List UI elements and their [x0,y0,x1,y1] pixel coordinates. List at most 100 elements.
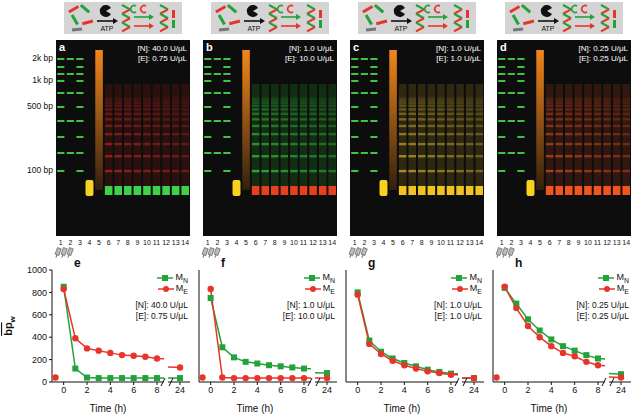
svg-text:4: 4 [108,385,113,395]
svg-text:14: 14 [622,239,630,246]
svg-text:7: 7 [116,239,120,246]
svg-text:1: 1 [206,239,210,246]
svg-text:5: 5 [391,239,395,246]
svg-text:Time (h): Time (h) [531,403,568,414]
svg-text:ATP: ATP [541,25,554,32]
svg-text:2: 2 [378,385,383,395]
svg-text:2: 2 [231,385,236,395]
svg-text:5: 5 [97,239,101,246]
svg-text:6: 6 [107,239,111,246]
svg-text:0: 0 [42,377,47,387]
svg-text:6: 6 [131,385,136,395]
svg-text:Time (h): Time (h) [237,403,274,414]
svg-text:10: 10 [143,239,151,246]
svg-text:100 bp: 100 bp [27,165,53,175]
svg-text:1: 1 [59,239,63,246]
svg-text:8: 8 [420,239,424,246]
svg-text:0: 0 [208,385,213,395]
svg-text:11: 11 [447,239,454,246]
svg-text:1000: 1000 [27,265,47,275]
svg-text:9: 9 [282,239,286,246]
svg-text:12: 12 [309,239,317,246]
svg-text:b: b [206,41,213,53]
svg-text:0: 0 [355,385,360,395]
svg-text:13: 13 [613,239,621,246]
svg-text:[E]: 0.75 U/μL: [E]: 0.75 U/μL [138,54,188,63]
svg-text:200: 200 [32,355,47,365]
svg-text:24: 24 [616,385,626,395]
svg-text:d: d [500,41,507,53]
svg-text:2: 2 [84,385,89,395]
svg-text:10: 10 [290,239,298,246]
svg-text:2: 2 [525,385,530,395]
svg-text:14: 14 [181,239,189,246]
svg-text:3: 3 [372,239,376,246]
svg-text:4: 4 [549,385,554,395]
svg-text:500 bp: 500 bp [27,101,53,111]
svg-text:11: 11 [300,239,307,246]
svg-text:2k bp: 2k bp [32,53,53,63]
svg-text:6: 6 [425,385,430,395]
svg-text:8: 8 [301,385,306,395]
svg-text:1: 1 [353,239,357,246]
svg-text:ATP: ATP [247,25,260,32]
svg-text:[E]: 1.0 U/μL: [E]: 1.0 U/μL [436,54,481,63]
svg-text:8: 8 [448,385,453,395]
svg-text:8: 8 [273,239,277,246]
svg-text:13: 13 [466,239,474,246]
svg-text:7: 7 [410,239,414,246]
svg-text:[N]: 1.0 U/μL: [N]: 1.0 U/μL [289,44,335,53]
svg-text:2: 2 [68,239,72,246]
svg-text:12: 12 [456,239,464,246]
svg-text:7: 7 [557,239,561,246]
svg-text:0: 0 [61,385,66,395]
svg-text:800: 800 [32,288,47,298]
svg-text:5: 5 [538,239,542,246]
svg-text:[N]: 40.0 U/μL: [N]: 40.0 U/μL [137,44,187,53]
svg-text:13: 13 [172,239,180,246]
svg-text:[N]: 1.0 U/μL: [N]: 1.0 U/μL [436,44,482,53]
svg-text:[E]: 10.0 U/μL: [E]: 10.0 U/μL [285,54,335,63]
svg-text:12: 12 [603,239,611,246]
svg-text:3: 3 [78,239,82,246]
svg-text:8: 8 [154,385,159,395]
svg-text:11: 11 [153,239,160,246]
svg-text:6: 6 [572,385,577,395]
svg-text:4: 4 [382,239,386,246]
svg-text:8: 8 [567,239,571,246]
svg-text:13: 13 [319,239,327,246]
svg-text:9: 9 [429,239,433,246]
svg-text:8: 8 [126,239,130,246]
svg-text:10: 10 [584,239,592,246]
svg-text:24: 24 [469,385,479,395]
svg-text:4: 4 [88,239,92,246]
svg-text:24: 24 [322,385,332,395]
svg-text:Time (h): Time (h) [90,403,127,414]
svg-text:0: 0 [502,385,507,395]
svg-text:9: 9 [576,239,580,246]
svg-text:4: 4 [255,385,260,395]
svg-text:a: a [59,41,66,53]
svg-text:5: 5 [244,239,248,246]
svg-text:Time (h): Time (h) [384,403,421,414]
svg-text:9: 9 [135,239,139,246]
svg-text:bpw: bpw [2,315,17,335]
svg-text:c: c [353,41,359,53]
svg-text:3: 3 [519,239,523,246]
svg-text:3: 3 [225,239,229,246]
svg-text:8: 8 [595,385,600,395]
svg-text:6: 6 [278,385,283,395]
svg-text:4: 4 [235,239,239,246]
svg-text:4: 4 [402,385,407,395]
svg-text:600: 600 [32,310,47,320]
svg-text:7: 7 [263,239,267,246]
svg-text:2: 2 [215,239,219,246]
svg-text:1k bp: 1k bp [32,75,53,85]
svg-text:2: 2 [362,239,366,246]
svg-text:10: 10 [437,239,445,246]
svg-text:4: 4 [529,239,533,246]
svg-text:2: 2 [509,239,513,246]
svg-text:6: 6 [254,239,258,246]
svg-text:14: 14 [475,239,483,246]
svg-text:14: 14 [328,239,336,246]
